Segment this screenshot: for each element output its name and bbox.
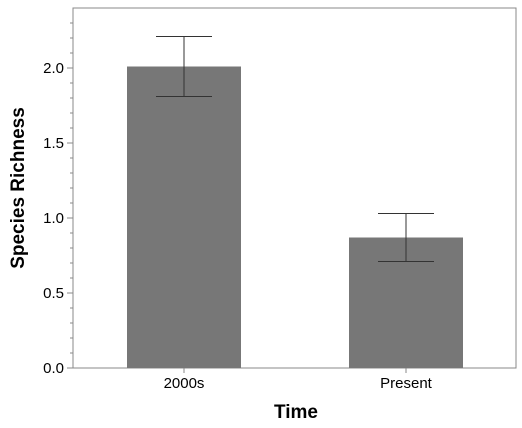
x-tick-label: 2000s (164, 375, 205, 392)
y-tick-label: 2.0 (43, 60, 64, 77)
x-tick-label: Present (380, 375, 433, 392)
bar-2000s (127, 66, 241, 368)
y-minor-ticks (70, 22, 73, 354)
y-major-ticks: 0.0 0.5 1.0 1.5 2.0 (43, 60, 73, 377)
x-axis-title: Time (274, 402, 318, 423)
y-axis-title: Species Richness (8, 107, 29, 269)
y-tick-label: 0.5 (43, 285, 64, 302)
bars-group (127, 66, 463, 368)
y-tick-label: 0.0 (43, 360, 64, 377)
error-bars-group (156, 36, 434, 262)
y-tick-label: 1.5 (43, 135, 64, 152)
x-tick-labels: 2000s Present (164, 368, 433, 392)
y-tick-label: 1.0 (43, 210, 64, 227)
